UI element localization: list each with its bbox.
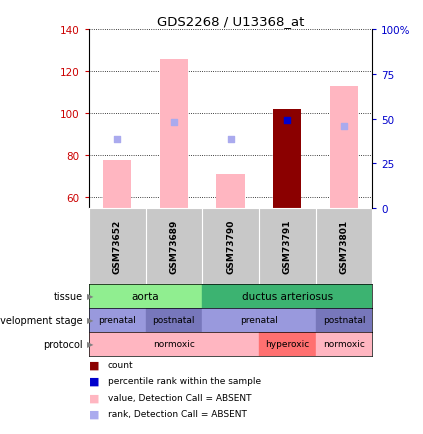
Text: ■: ■ [89, 409, 99, 419]
Text: postnatal: postnatal [153, 316, 195, 325]
Bar [202, 308, 316, 332]
Text: GSM73652: GSM73652 [113, 219, 122, 273]
Text: postnatal: postnatal [323, 316, 365, 325]
Text: ▶: ▶ [87, 316, 93, 325]
Text: GSM73791: GSM73791 [283, 219, 292, 273]
Bar [273, 110, 301, 208]
Text: tissue: tissue [53, 291, 82, 301]
Text: aorta: aorta [132, 291, 159, 301]
Bar [89, 284, 202, 308]
Point [227, 136, 234, 143]
Text: value, Detection Call = ABSENT: value, Detection Call = ABSENT [108, 393, 251, 402]
Text: normoxic: normoxic [323, 339, 365, 349]
Text: development stage: development stage [0, 315, 82, 325]
Text: ▶: ▶ [87, 339, 93, 349]
Text: protocol: protocol [43, 339, 82, 349]
Bar [103, 160, 131, 208]
Text: prenatal: prenatal [98, 316, 136, 325]
Bar [160, 60, 188, 208]
Text: normoxic: normoxic [153, 339, 195, 349]
Text: ■: ■ [89, 360, 99, 369]
Point [114, 136, 121, 143]
Text: GSM73689: GSM73689 [169, 219, 179, 273]
Bar [259, 332, 316, 356]
Bar [146, 308, 202, 332]
Text: GSM73801: GSM73801 [339, 219, 349, 273]
Point [170, 119, 177, 126]
Text: GDS2268 / U13368_at: GDS2268 / U13368_at [157, 15, 304, 28]
Text: percentile rank within the sample: percentile rank within the sample [108, 377, 261, 385]
Bar [316, 332, 372, 356]
Text: ductus arteriosus: ductus arteriosus [242, 291, 333, 301]
Point [284, 117, 291, 124]
Text: GSM73790: GSM73790 [226, 219, 235, 273]
Text: hyperoxic: hyperoxic [265, 339, 309, 349]
Text: rank, Detection Call = ABSENT: rank, Detection Call = ABSENT [108, 410, 247, 418]
Bar [202, 284, 372, 308]
Text: count: count [108, 360, 134, 369]
Bar [89, 332, 259, 356]
Point [341, 123, 347, 130]
Text: prenatal: prenatal [240, 316, 278, 325]
Text: ■: ■ [89, 393, 99, 402]
Text: ▶: ▶ [87, 292, 93, 301]
Bar [217, 175, 244, 208]
Text: ■: ■ [89, 376, 99, 386]
Bar [330, 87, 358, 208]
Bar [316, 308, 372, 332]
Bar [89, 308, 146, 332]
